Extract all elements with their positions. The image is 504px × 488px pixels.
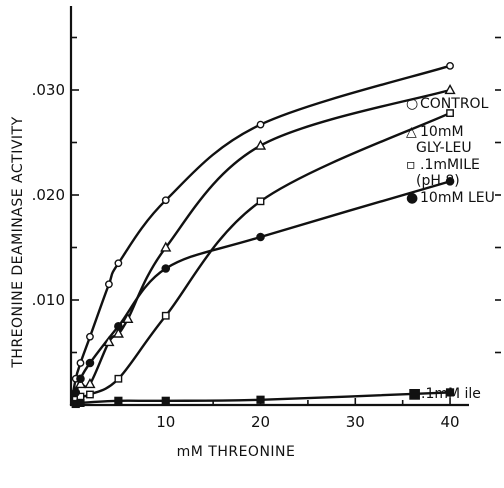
axes: .010 .020 .030 10 20 30 40: [32, 6, 501, 431]
data-point: [256, 120, 265, 129]
legend-symbol: △: [406, 124, 417, 140]
data-point: [445, 388, 455, 397]
legend-symbol: ○: [406, 96, 418, 112]
data-point: [446, 61, 454, 70]
data-point: [74, 377, 87, 389]
data-point: [105, 280, 113, 289]
data-point: [256, 232, 265, 242]
data-point: [86, 390, 94, 399]
data-point: [445, 177, 455, 186]
data-point: [112, 327, 124, 338]
data-point: [114, 321, 123, 331]
data-point: [161, 264, 171, 273]
data-point: [71, 388, 81, 397]
data-point: [114, 396, 123, 405]
legend-symbol: ■: [408, 386, 421, 402]
series-line: [70, 112, 451, 406]
data-point: [84, 377, 96, 389]
x-tick-label: 30: [346, 413, 365, 431]
data-point: [114, 374, 123, 383]
legend-label: 10mM LEU: [420, 190, 495, 206]
x-tick-label: 20: [251, 413, 270, 431]
legend-label: .1mMILE: [420, 157, 480, 173]
legend-symbol: ▫: [406, 157, 416, 173]
data-point: [161, 311, 170, 320]
legend-label: 10mM: [420, 124, 464, 140]
data-point: [444, 83, 456, 95]
data-point: [161, 396, 170, 405]
data-point: [254, 139, 267, 150]
data-point: [446, 109, 454, 118]
data-point: [76, 359, 85, 367]
data-point: [114, 259, 123, 268]
y-axis-label: THREONINE DEAMINASE ACTIVITY: [10, 116, 26, 368]
x-axis-label: mM THREONINE: [177, 444, 296, 460]
y-tick-label: .030: [32, 81, 65, 99]
data-point: [161, 196, 170, 205]
series-line: [69, 64, 451, 406]
legend-symbol: ●: [406, 190, 418, 206]
x-tick-label: 10: [156, 413, 175, 431]
data-point: [76, 374, 85, 384]
data-point: [76, 398, 85, 408]
legend-label: GLY-LEU: [416, 140, 472, 156]
legend-label: (pH 8): [416, 173, 460, 189]
series-line: [69, 180, 451, 406]
data-point: [256, 395, 265, 404]
legend-label: .1mM ile: [421, 386, 481, 402]
markers: [70, 61, 456, 409]
data-point: [256, 197, 265, 206]
data-point: [86, 332, 94, 341]
data-point: [103, 335, 115, 347]
data-point: [85, 358, 95, 368]
data-point: [122, 312, 134, 323]
data-point: [160, 241, 172, 252]
y-tick-label: .020: [32, 186, 65, 204]
y-tick-label: .010: [32, 291, 65, 309]
legend-label: CONTROL: [420, 96, 489, 112]
x-tick-label: 40: [441, 413, 460, 431]
